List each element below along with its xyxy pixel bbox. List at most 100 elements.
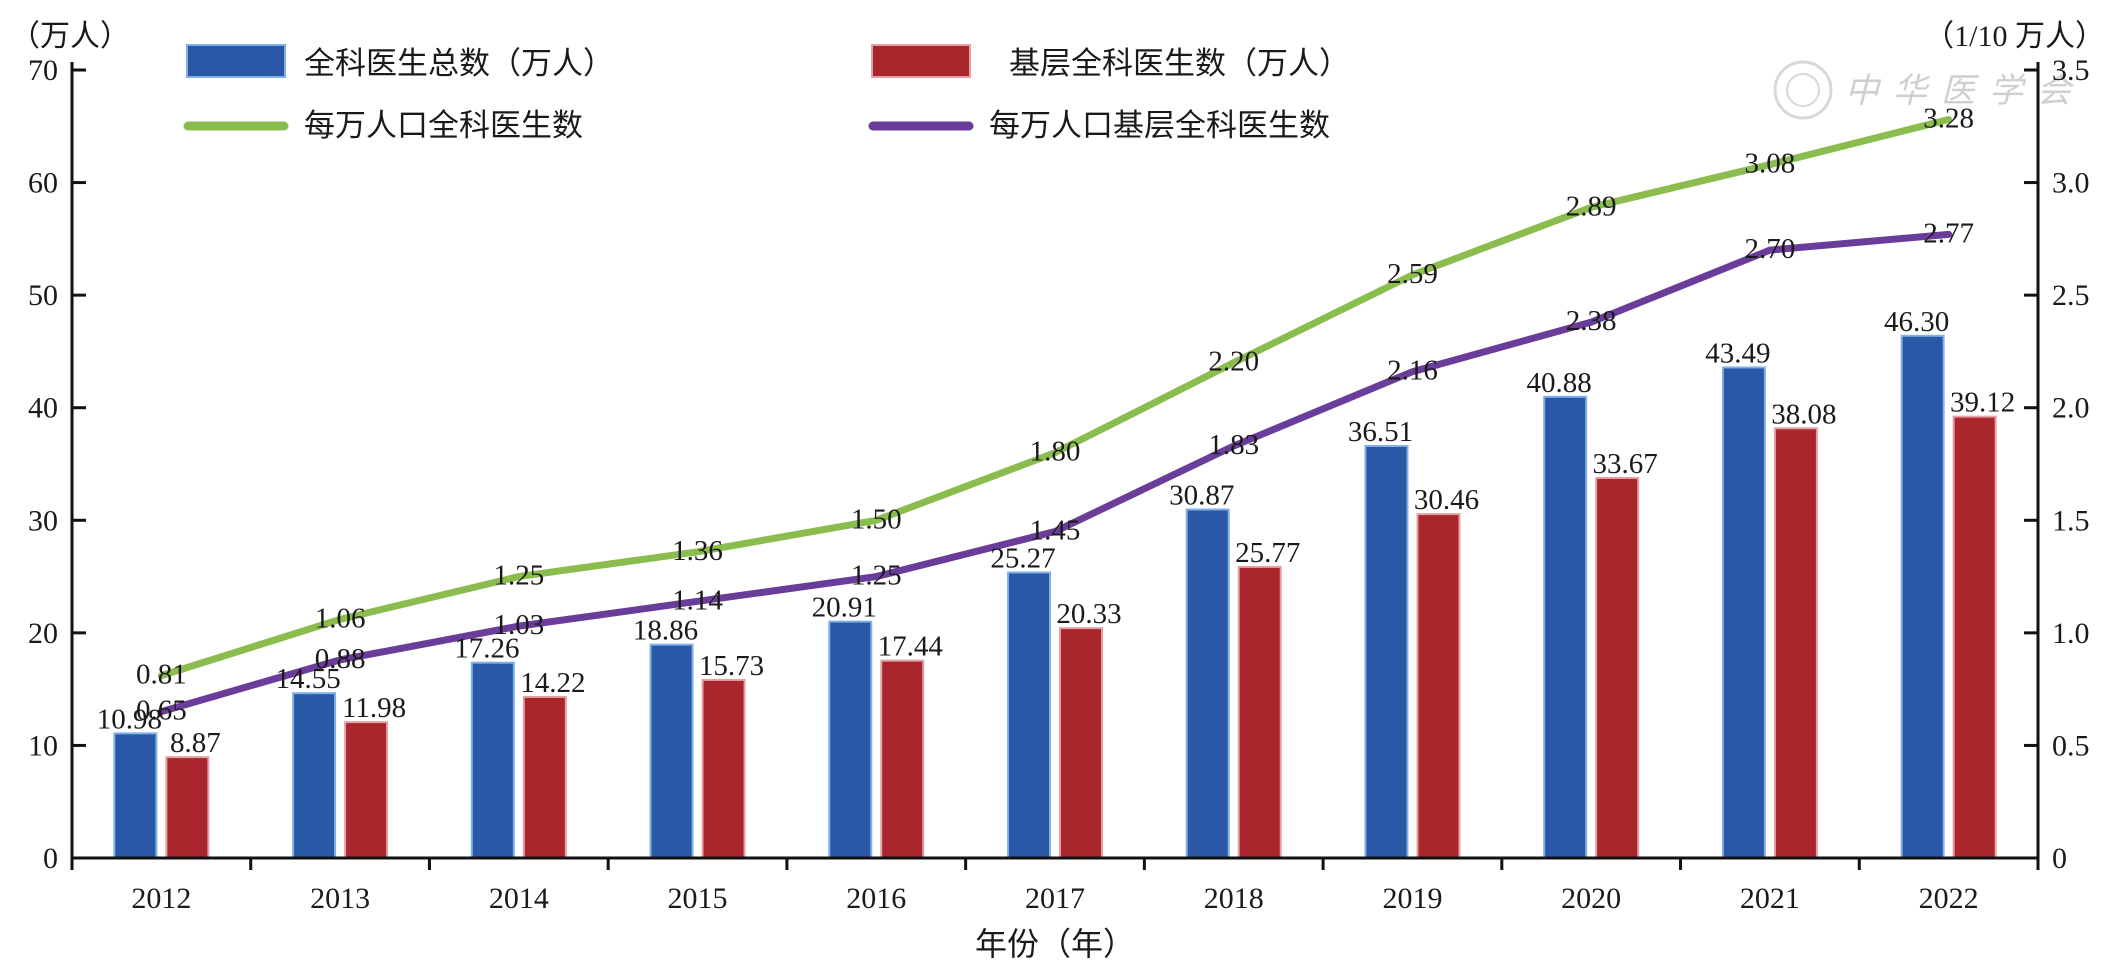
line-data-label: 2.77 — [1923, 217, 1974, 249]
x-tick-label: 2015 — [668, 882, 728, 915]
bar — [1597, 478, 1638, 858]
line-data-label: 2.59 — [1387, 258, 1438, 290]
line-data-label: 1.06 — [315, 602, 366, 634]
x-tick-label: 2014 — [489, 882, 549, 915]
x-tick-label: 2021 — [1740, 882, 1800, 915]
line-data-label: 1.45 — [1030, 515, 1081, 547]
bar — [651, 645, 692, 858]
legend-layer: 全科医生总数（万人） 基层全科医生数（万人） 每万人口全科医生数 每万人口基层全科医生… — [183, 44, 1350, 143]
bar-data-label: 36.51 — [1348, 416, 1413, 448]
watermark-seal-ring — [1773, 60, 1833, 120]
x-tick-label: 2013 — [310, 882, 370, 915]
bar-data-label: 25.77 — [1235, 537, 1300, 569]
legend-swatch — [188, 46, 284, 76]
line-data-label: 1.03 — [493, 609, 544, 641]
bar — [1775, 429, 1816, 858]
bar — [294, 694, 335, 858]
bar — [115, 734, 156, 858]
x-tick-label: 2016 — [846, 882, 906, 915]
line-data-label: 2.89 — [1566, 190, 1617, 222]
bar-data-label: 18.86 — [633, 615, 698, 647]
line-data-label: 1.80 — [1030, 436, 1081, 468]
series-line — [157, 230, 1953, 716]
legend-swatch — [873, 46, 969, 76]
bar — [1902, 336, 1943, 858]
line-data-label: 2.20 — [1208, 346, 1259, 378]
bar-data-label: 14.55 — [275, 663, 340, 695]
y-tick-label-right: 2.0 — [2052, 392, 2090, 425]
bar — [1954, 417, 1995, 858]
line-data-label: 0.88 — [315, 643, 366, 675]
bar-data-label: 20.91 — [812, 592, 877, 624]
x-tick-label: 2018 — [1204, 882, 1264, 915]
bar-data-label: 40.88 — [1527, 367, 1592, 399]
line-data-label: 3.28 — [1923, 103, 1974, 135]
bar-data-label: 20.33 — [1056, 598, 1121, 630]
bar — [830, 622, 871, 858]
bar-data-label: 33.67 — [1593, 448, 1658, 480]
line-data-label: 1.83 — [1208, 429, 1259, 461]
y-tick-label-right: 0.5 — [2052, 729, 2090, 762]
line-data-label: 1.25 — [493, 560, 544, 592]
legend-label: 每万人口基层全科医生数 — [989, 108, 1330, 143]
line-data-label: 2.70 — [1745, 233, 1796, 265]
x-tick-label: 2020 — [1561, 882, 1621, 915]
labels-layer: 10.98 14.55 17.26 18.86 20.91 25.27 30.87 36.51… — [97, 103, 2016, 760]
bar — [1366, 447, 1407, 858]
bar — [1418, 515, 1459, 858]
line-data-label: 1.14 — [672, 584, 723, 616]
y-tick-label-left: 0 — [43, 842, 58, 875]
bar — [1723, 368, 1764, 858]
line-data-label: 0.65 — [136, 695, 187, 727]
watermark-seal-inner — [1786, 73, 1820, 107]
bar-data-label: 15.73 — [699, 650, 764, 682]
legend-label: 基层全科医生数（万人） — [1009, 46, 1350, 81]
bar — [1239, 567, 1280, 858]
y-tick-label-left: 50 — [28, 279, 58, 312]
bar — [346, 723, 387, 858]
legend-label: 全科医生总数（万人） — [304, 46, 614, 81]
watermark-layer: 中华医学会 — [1773, 60, 2071, 120]
bar-data-label: 8.87 — [170, 727, 221, 759]
bars-layer — [113, 334, 1997, 858]
bar-data-label: 10.98 — [97, 703, 162, 735]
bar-data-label: 25.27 — [990, 543, 1055, 575]
x-axis-title: 年份（年） — [975, 926, 1135, 962]
x-tick-label: 2012 — [131, 882, 191, 915]
bar — [1009, 573, 1049, 858]
line-data-label: 2.16 — [1387, 355, 1438, 387]
bar-data-label: 30.87 — [1169, 479, 1234, 511]
bar — [472, 663, 513, 858]
watermark-seal — [1773, 60, 1833, 120]
bar-data-label: 14.22 — [520, 667, 585, 699]
y-tick-label-right: 1.5 — [2052, 504, 2090, 537]
y-left-unit: （万人） — [10, 20, 130, 53]
line-data-label: 1.25 — [851, 560, 902, 592]
bar-data-label: 39.12 — [1950, 387, 2015, 419]
bar — [882, 661, 923, 858]
bar — [1545, 397, 1586, 858]
bar-data-label: 17.44 — [878, 631, 944, 663]
y-tick-label-left: 70 — [28, 54, 58, 87]
y-tick-label-right: 3.0 — [2052, 167, 2090, 200]
bar — [1187, 510, 1228, 858]
bar-data-label: 46.30 — [1884, 306, 1949, 338]
lines-layer — [157, 116, 1953, 716]
y-tick-label-left: 30 — [28, 504, 58, 537]
bar — [167, 758, 208, 858]
legend-label: 每万人口全科医生数 — [304, 108, 583, 143]
bar-data-label: 43.49 — [1705, 337, 1770, 369]
y-tick-label-left: 20 — [28, 617, 58, 650]
y-tick-label-right: 0 — [2052, 842, 2067, 875]
bar — [524, 697, 565, 858]
bar-data-label: 38.08 — [1771, 398, 1836, 430]
y-tick-label-left: 60 — [28, 167, 58, 200]
bar — [1061, 629, 1101, 858]
line-data-label: 0.81 — [136, 659, 187, 691]
y-tick-label-right: 1.0 — [2052, 617, 2090, 650]
x-tick-label: 2017 — [1025, 882, 1085, 915]
line-data-label: 2.38 — [1566, 305, 1617, 337]
y-tick-label-left: 40 — [28, 392, 58, 425]
line-data-label: 3.08 — [1745, 148, 1796, 180]
